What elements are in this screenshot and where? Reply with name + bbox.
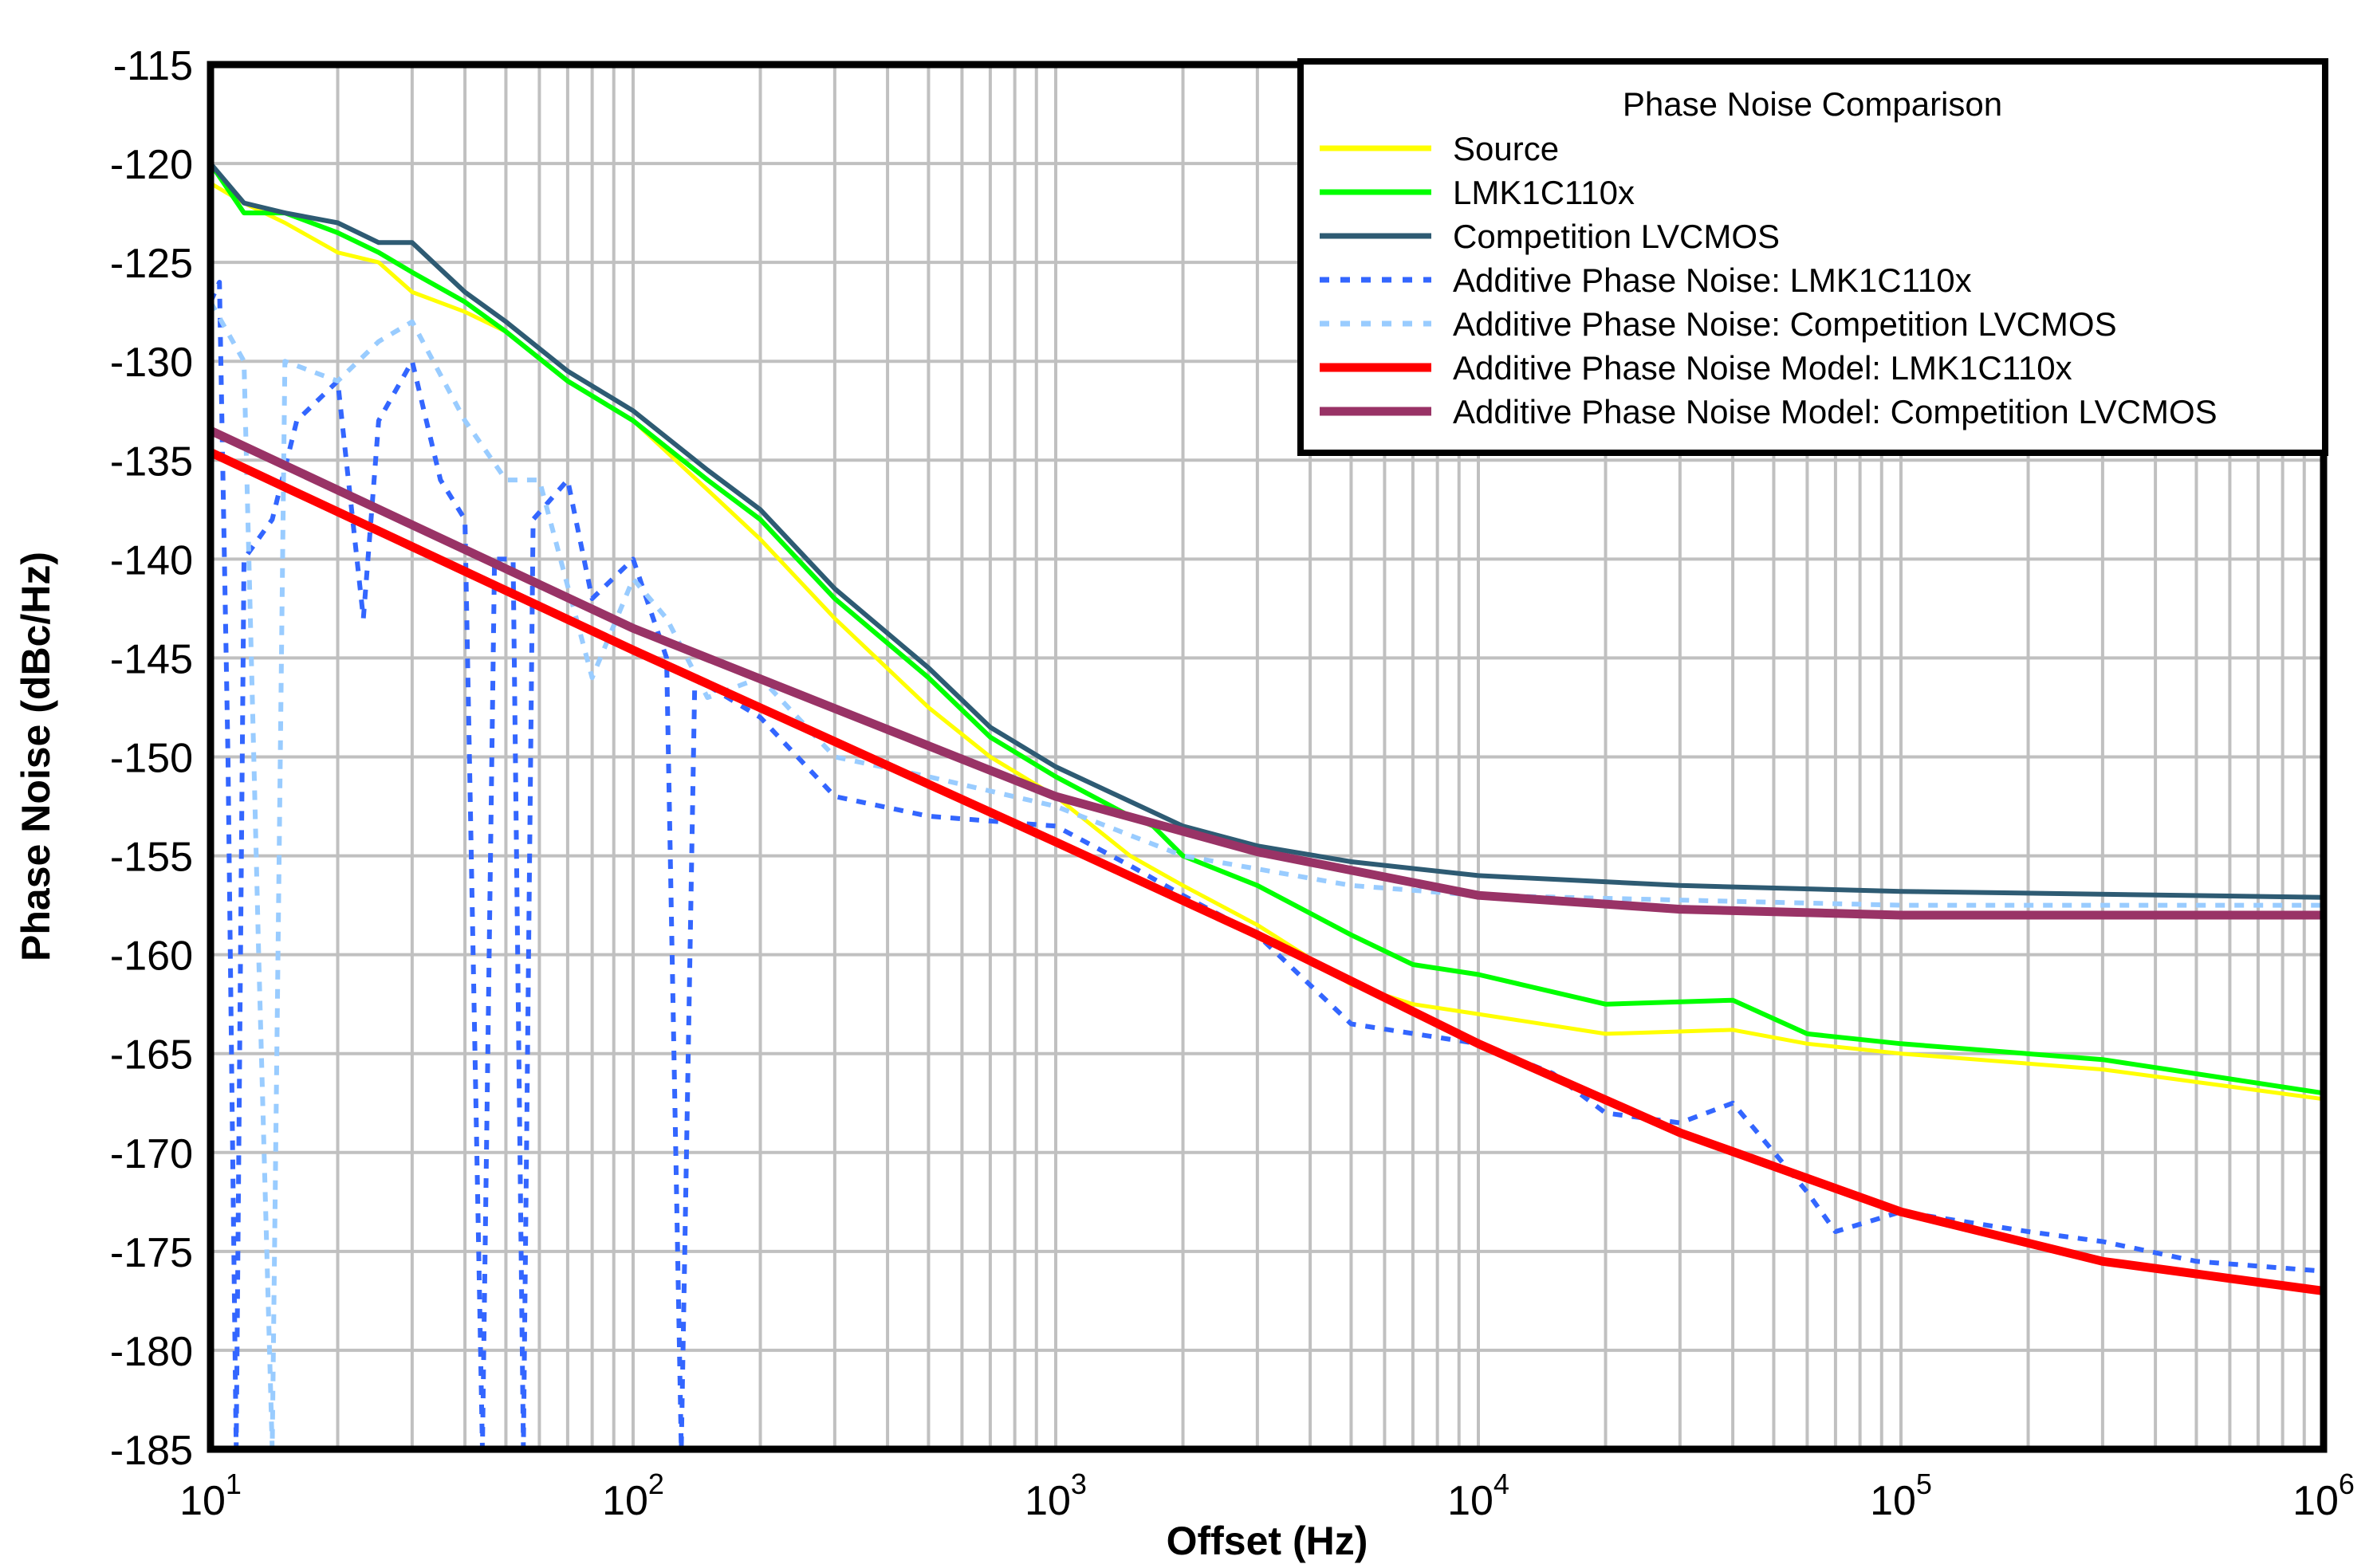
legend-box [1297, 58, 2328, 456]
x-axis-label: Offset (Hz) [1167, 1519, 1368, 1563]
series-line-7 [208, 426, 2324, 920]
y-tick-labels: -115 -120 -125 -130 -135 -140 -145 -150 -155 -160… [110, 43, 193, 1474]
y-tick-label: -150 [110, 736, 193, 782]
series-line-1 [209, 181, 2324, 1102]
x-tick-labels: 101 102 103 104 105 106 [179, 1468, 2355, 1524]
legend-label: Competition LVCMOS [1453, 218, 1780, 255]
y-tick-label: -175 [110, 1230, 193, 1276]
legend-label: Additive Phase Noise: LMK1C110x [1453, 261, 1972, 299]
y-tick-label: -170 [110, 1131, 193, 1177]
y-tick-label: -160 [110, 933, 193, 980]
legend-label: Additive Phase Noise Model: Competition … [1453, 393, 2218, 430]
x-tick-label: 105 [1870, 1468, 1932, 1524]
series-line-6 [208, 448, 2324, 1295]
plot-frame [207, 61, 2328, 1453]
series-line-3 [208, 162, 2324, 900]
x-tick-label: 102 [602, 1468, 664, 1524]
y-tick-label: -120 [110, 142, 193, 188]
y-tick-label: -155 [110, 835, 193, 881]
series-line-4 [208, 280, 2324, 1452]
y-tick-label: -135 [110, 438, 193, 485]
y-tick-label: -185 [110, 1428, 193, 1474]
y-tick-label: -165 [110, 1032, 193, 1079]
x-tick-label: 101 [179, 1468, 242, 1524]
series-line-5 [208, 301, 2324, 1452]
legend-label: Additive Phase Noise: Competition LVCMOS [1453, 305, 2117, 343]
series-group [208, 162, 2324, 1452]
y-tick-label: -125 [110, 241, 193, 287]
series-line-2 [208, 162, 2324, 1096]
legend: Phase Noise Comparison Source LMK1C110x Co… [1297, 58, 2328, 456]
y-axis-label: Phase Noise (dBc/Hz) [14, 552, 58, 961]
legend-label: Additive Phase Noise Model: LMK1C110x [1453, 349, 2072, 387]
legend-label: LMK1C110x [1453, 174, 1635, 211]
x-tick-label: 103 [1025, 1468, 1087, 1524]
x-tick-label: 106 [2292, 1468, 2355, 1524]
y-tick-label: -180 [110, 1329, 193, 1375]
x-tick-label: 104 [1447, 1468, 1509, 1524]
legend-title: Phase Noise Comparison [1623, 85, 2002, 123]
y-tick-label: -115 [113, 43, 193, 89]
y-tick-label: -130 [110, 340, 193, 386]
legend-label: Source [1453, 130, 1559, 167]
y-tick-label: -145 [110, 636, 193, 682]
y-tick-label: -140 [110, 537, 193, 584]
